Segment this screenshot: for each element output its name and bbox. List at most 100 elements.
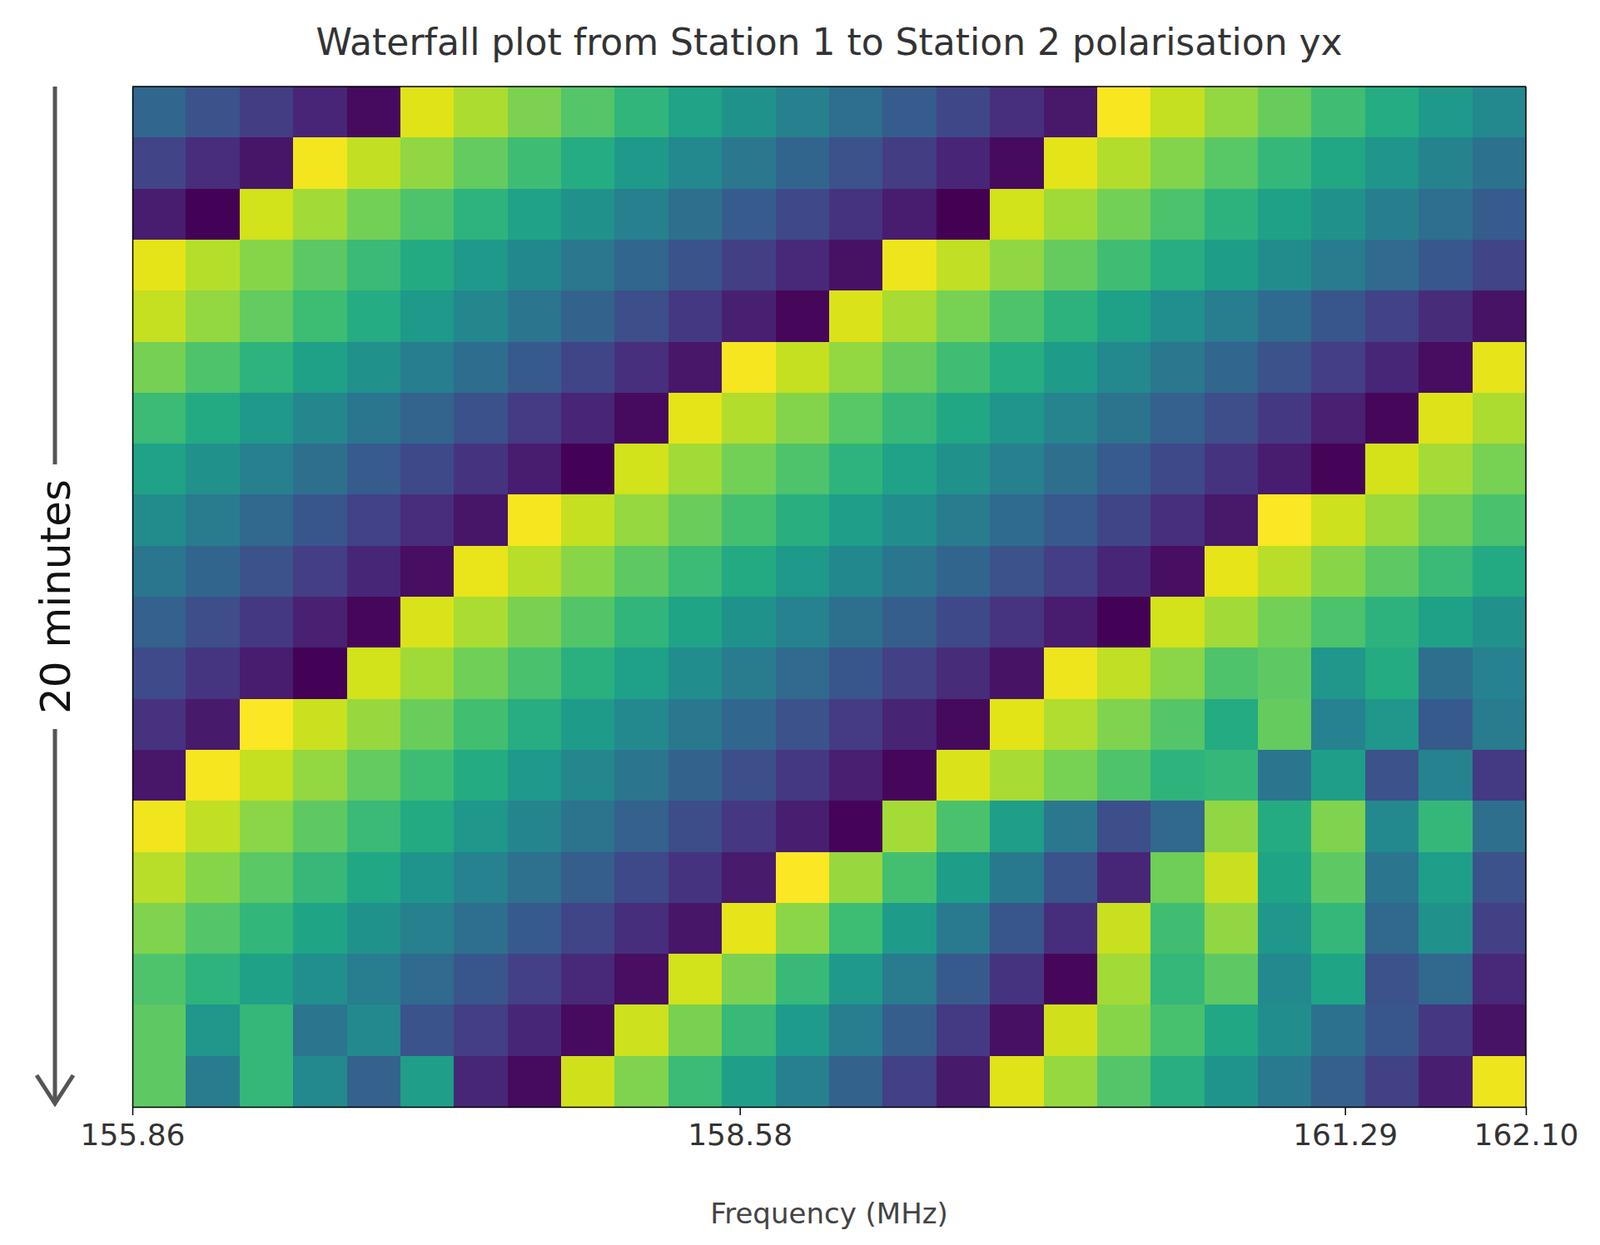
- heatmap-cell: [293, 443, 348, 496]
- heatmap-cell: [1472, 750, 1526, 802]
- heatmap-cell: [1150, 852, 1205, 905]
- heatmap-cell: [561, 647, 616, 700]
- heatmap-cell: [347, 290, 402, 343]
- heatmap-cell: [507, 1056, 562, 1108]
- heatmap-cell: [400, 137, 455, 189]
- heatmap-cell: [1311, 342, 1366, 394]
- heatmap-cell: [561, 1004, 616, 1057]
- heatmap-cell: [239, 699, 294, 751]
- heatmap-cell: [507, 392, 562, 445]
- heatmap-cell: [882, 546, 937, 598]
- heatmap-cell: [1365, 750, 1420, 802]
- heatmap-cell: [936, 596, 991, 649]
- heatmap-cell: [1418, 443, 1473, 496]
- x-tick: 162.10: [1474, 1107, 1580, 1153]
- heatmap-cell: [185, 596, 240, 649]
- heatmap-cell: [185, 494, 240, 547]
- heatmap-cell: [989, 494, 1044, 547]
- heatmap-cell: [1257, 647, 1312, 700]
- heatmap-cell: [882, 137, 937, 189]
- heatmap-cell: [721, 596, 776, 649]
- heatmap-cell: [614, 903, 669, 955]
- heatmap-cell: [1365, 86, 1420, 139]
- heatmap-cell: [882, 494, 937, 547]
- heatmap-cell: [1311, 392, 1366, 445]
- heatmap-cell: [453, 494, 508, 547]
- heatmap-cell: [293, 290, 348, 343]
- heatmap-cell: [614, 699, 669, 751]
- heatmap-cell: [1365, 852, 1420, 905]
- heatmap-cell: [1311, 954, 1366, 1006]
- heatmap-cell: [668, 954, 723, 1006]
- heatmap-cell: [668, 1004, 723, 1057]
- heatmap-cell: [936, 546, 991, 598]
- heatmap-cell: [775, 647, 830, 700]
- heatmap-cell: [1257, 852, 1312, 905]
- chart-title: Waterfall plot from Station 1 to Station…: [315, 20, 1342, 64]
- heatmap-cell: [1097, 750, 1152, 802]
- heatmap-cell: [1418, 188, 1473, 241]
- heatmap-cell: [882, 290, 937, 343]
- heatmap-cell: [668, 852, 723, 905]
- x-tick-mark: [1525, 1107, 1528, 1116]
- x-tick-label: 161.29: [1292, 1118, 1398, 1153]
- heatmap-cell: [1150, 188, 1205, 241]
- heatmap-cell: [1257, 188, 1312, 241]
- heatmap-cell: [936, 1004, 991, 1057]
- heatmap-cell: [721, 800, 776, 853]
- heatmap-cell: [132, 699, 187, 751]
- heatmap-cell: [453, 188, 508, 241]
- heatmap-cell: [132, 954, 187, 1006]
- heatmap-cell: [775, 443, 830, 496]
- heatmap-cell: [1257, 1056, 1312, 1108]
- heatmap-cell: [1472, 188, 1526, 241]
- heatmap-cell: [1043, 596, 1099, 649]
- arrow-head: [36, 1075, 74, 1104]
- heatmap-cell: [1472, 699, 1526, 751]
- heatmap-cell: [1043, 137, 1099, 189]
- heatmap-cell: [132, 852, 187, 905]
- heatmap-cell: [400, 188, 455, 241]
- heatmap-cell: [1043, 239, 1099, 292]
- heatmap-cell: [614, 443, 669, 496]
- heatmap-cell: [1150, 1056, 1205, 1108]
- heatmap-cell: [829, 546, 884, 598]
- heatmap-cell: [1418, 86, 1473, 139]
- heatmap-cell: [936, 290, 991, 343]
- heatmap-cell: [561, 443, 616, 496]
- heatmap-cell: [1204, 1004, 1259, 1057]
- heatmap-cell: [507, 954, 562, 1006]
- heatmap-cell: [1150, 903, 1205, 955]
- heatmap-cell: [614, 86, 669, 139]
- heatmap-cell: [829, 903, 884, 955]
- heatmap-cell: [936, 954, 991, 1006]
- heatmap-cell: [614, 1056, 669, 1108]
- heatmap-cell: [1257, 137, 1312, 189]
- heatmap-cell: [1043, 443, 1099, 496]
- heatmap-cell: [1257, 546, 1312, 598]
- heatmap-cell: [239, 546, 294, 598]
- x-tick-label: 155.86: [80, 1118, 186, 1153]
- heatmap-cell: [989, 800, 1044, 853]
- heatmap-cell: [614, 954, 669, 1006]
- heatmap-cell: [1150, 699, 1205, 751]
- heatmap-cell: [936, 750, 991, 802]
- heatmap-cell: [1472, 86, 1526, 139]
- heatmap-cell: [507, 750, 562, 802]
- heatmap-cell: [1204, 750, 1259, 802]
- heatmap-cell: [936, 903, 991, 955]
- heatmap-cell: [936, 852, 991, 905]
- heatmap-cell: [989, 750, 1044, 802]
- heatmap-cell: [1257, 342, 1312, 394]
- heatmap-cell: [1418, 852, 1473, 905]
- heatmap-cell: [775, 903, 830, 955]
- heatmap-cell: [721, 852, 776, 905]
- heatmap-cell: [1150, 86, 1205, 139]
- heatmap-cell: [1043, 392, 1099, 445]
- heatmap-cell: [882, 647, 937, 700]
- heatmap-cell: [185, 137, 240, 189]
- heatmap-cell: [293, 188, 348, 241]
- heatmap-cell: [989, 443, 1044, 496]
- heatmap-cell: [1043, 546, 1099, 598]
- heatmap-cell: [239, 342, 294, 394]
